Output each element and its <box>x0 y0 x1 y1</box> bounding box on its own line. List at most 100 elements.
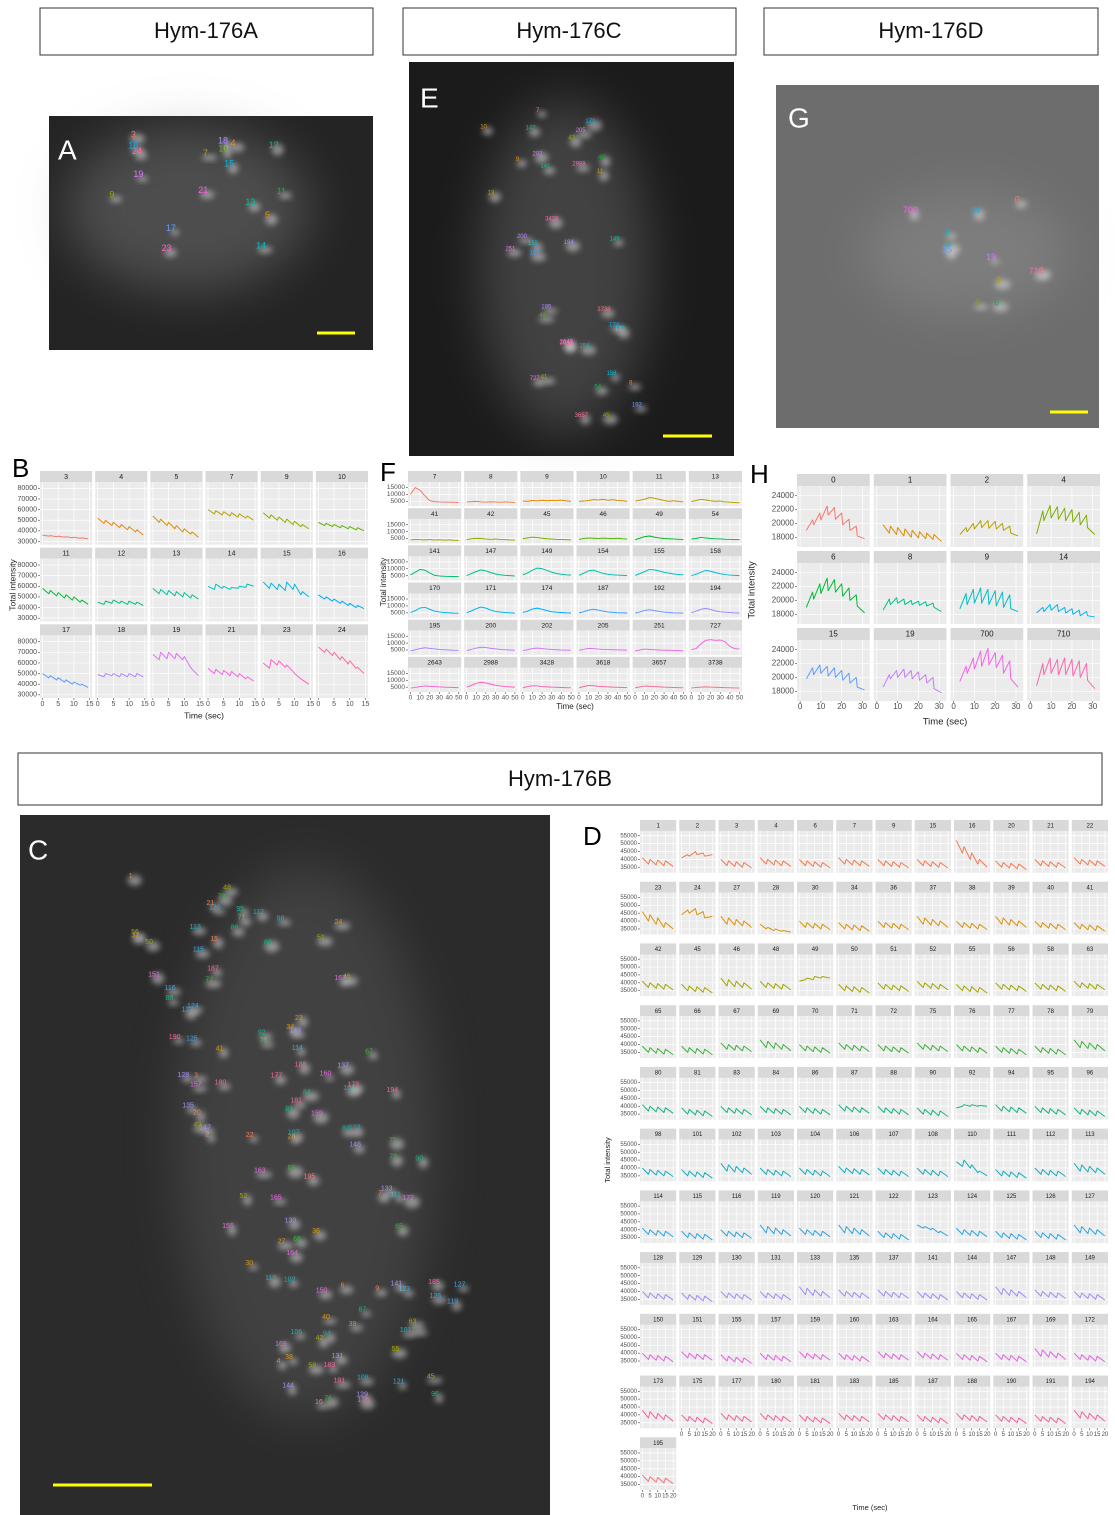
cell-label: 133 <box>381 1186 393 1193</box>
facet-title: 112 <box>1046 1132 1056 1138</box>
x-tick-label: 20 <box>837 702 846 711</box>
cell-label: 121 <box>393 1378 405 1385</box>
facet: 144 <box>954 1252 990 1305</box>
facet-title: 101 <box>692 1132 703 1138</box>
facet-panel <box>1072 831 1108 873</box>
y-tick-label: 40000 <box>620 1042 637 1048</box>
cell-label: 75 <box>389 1137 397 1144</box>
facet: 2 <box>951 474 1024 547</box>
y-tick-label: 40000 <box>620 1166 637 1172</box>
x-tick-label: 30 <box>436 695 444 702</box>
x-tick-label: 0 <box>1072 1432 1076 1438</box>
header-title: Hym-176C <box>516 18 621 43</box>
cell-label: 130 <box>285 1217 297 1224</box>
facet-title: 54 <box>712 511 720 518</box>
facet-title: 11 <box>62 551 69 558</box>
facet-panel <box>915 1016 951 1058</box>
panel-letter: F <box>380 457 396 487</box>
y-tick-label: 22000 <box>772 582 795 591</box>
facet-title: 141 <box>429 548 440 555</box>
facet-panel <box>1072 1016 1108 1058</box>
facet-title: 727 <box>710 622 721 629</box>
facet-title: 125 <box>1006 1194 1017 1200</box>
facet: 154 <box>577 545 630 580</box>
facet-title: 95 <box>1047 1070 1054 1076</box>
x-tick-label: 0 <box>689 695 693 702</box>
facet-title: 14 <box>228 551 236 558</box>
cell-label: 157 <box>190 1082 202 1089</box>
cell-label: 50 <box>145 939 153 946</box>
cell-label: 171 <box>585 119 596 125</box>
facet: 13500040000450005000055000 <box>620 820 676 873</box>
facet: 40 <box>1033 882 1069 935</box>
cell-label: 194 <box>564 240 575 246</box>
x-tick-label: 20 <box>866 1432 873 1438</box>
x-tick-label: 15 <box>362 701 370 708</box>
facet-panel <box>874 640 947 701</box>
facet: 17505101520 <box>679 1376 716 1438</box>
cell-label: 174 <box>609 323 620 329</box>
facet: 373801020304050 <box>689 657 744 702</box>
y-tick-label: 45000 <box>620 849 637 855</box>
facet: 22 <box>1072 820 1108 873</box>
x-tick-label: 30 <box>492 695 500 702</box>
facet: 7 <box>206 471 258 545</box>
y-tick-label: 30000 <box>18 538 38 545</box>
x-tick-label: 50 <box>455 695 463 702</box>
facet-panel <box>797 563 870 624</box>
cell-label: 1 <box>129 873 133 880</box>
facet: 18505101520 <box>876 1376 913 1438</box>
x-tick-label: 30 <box>935 702 944 711</box>
facet-title: 71 <box>851 1009 858 1015</box>
cell-label: 103 <box>349 1125 361 1132</box>
facet: 102 <box>719 1129 755 1182</box>
x-tick-label: 30 <box>660 695 668 702</box>
facet: 46 <box>719 943 755 996</box>
facet-title: 16 <box>969 824 976 830</box>
facet: 14 <box>1027 551 1100 624</box>
y-tick-label: 15000 <box>387 521 405 528</box>
y-tick-label: 80000 <box>18 485 38 492</box>
facet: 155 <box>719 1314 755 1367</box>
facet: 4 <box>758 820 794 873</box>
facet-title: 38 <box>969 885 976 891</box>
facet: 126 <box>1033 1190 1069 1243</box>
facet-title: 94 <box>1008 1070 1015 1076</box>
facet-panel <box>640 1201 676 1243</box>
x-tick-label: 15 <box>1094 1432 1101 1438</box>
facet-title: 14 <box>1059 553 1068 562</box>
facet-title: 9 <box>545 474 549 481</box>
facet-title: 19 <box>173 627 181 634</box>
cell-label: 15 <box>210 936 218 943</box>
facet-panel <box>1072 1140 1108 1182</box>
x-tick-label: 0 <box>206 701 210 708</box>
y-tick-label: 5000 <box>391 647 406 654</box>
facet-panel <box>1033 1263 1069 1305</box>
facet-title: 52 <box>930 947 937 953</box>
facet: 9 <box>520 471 573 506</box>
facet-panel <box>954 1387 990 1429</box>
facet-title: 78 <box>1047 1009 1054 1015</box>
facet-title: 34 <box>851 885 858 891</box>
x-tick-label: 10 <box>851 1432 858 1438</box>
facet-title: 158 <box>710 548 721 555</box>
y-tick-label: 22000 <box>772 659 795 668</box>
facet-panel <box>836 893 872 935</box>
y-tick-label: 15000 <box>387 484 405 491</box>
y-tick-label: 40000 <box>620 1104 637 1110</box>
facet-panel <box>836 1263 872 1305</box>
y-tick-label: 18000 <box>772 609 795 618</box>
facet-panel <box>993 893 1029 935</box>
facet-title: 164 <box>928 1317 939 1323</box>
x-tick-label: 20 <box>945 1432 952 1438</box>
cell-label: 45 <box>427 1373 435 1380</box>
facet-title: 30 <box>812 885 819 891</box>
cell-label: 119 <box>447 1299 458 1306</box>
facet-title: 98 <box>655 1132 662 1138</box>
facet-title: 120 <box>810 1194 821 1200</box>
facet: 251 <box>633 620 686 655</box>
facet-panel <box>876 1387 912 1429</box>
facet-title: 7 <box>230 474 234 481</box>
facet-panel <box>758 893 794 935</box>
facet: 18305101520 <box>836 1376 873 1438</box>
